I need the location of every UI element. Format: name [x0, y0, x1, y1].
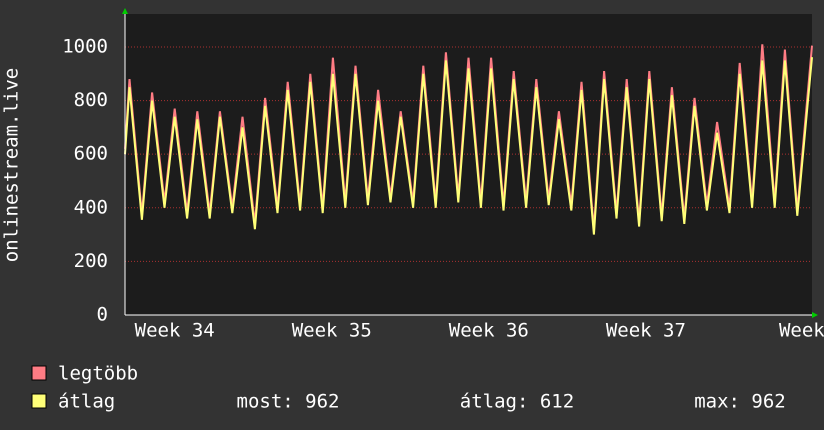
y-tick-label: 200: [74, 250, 108, 272]
stat-label: max: 962: [694, 391, 786, 413]
series-line: [124, 57, 813, 235]
x-tick-label: Week 34: [135, 320, 215, 342]
x-tick-label: Week 37: [606, 320, 686, 342]
x-arrow: [812, 312, 818, 318]
x-tick-label: Week 36: [449, 320, 529, 342]
y-tick-label: 0: [97, 304, 108, 326]
y-tick-label: 1000: [62, 35, 108, 57]
x-tick-label: Week: [779, 320, 824, 342]
legend: legtöbb átlag most: 962 átlag: 612 max: 962: [31, 363, 786, 413]
series-lines: [124, 44, 813, 235]
y-tick-label: 400: [74, 196, 108, 218]
legend-swatch: [31, 365, 47, 381]
stat-label: most: 962: [237, 391, 340, 413]
y-axis-label: onlinestream.live: [1, 68, 23, 262]
y-tick-label: 600: [74, 143, 108, 165]
y-arrow: [122, 8, 128, 14]
stat-label: átlag: 612: [460, 391, 574, 413]
legend-label: legtöbb: [58, 363, 138, 385]
legend-label: átlag: [58, 391, 115, 413]
x-tick-label: Week 35: [292, 320, 372, 342]
y-tick-label: 800: [74, 89, 108, 111]
legend-swatch: [31, 393, 47, 409]
